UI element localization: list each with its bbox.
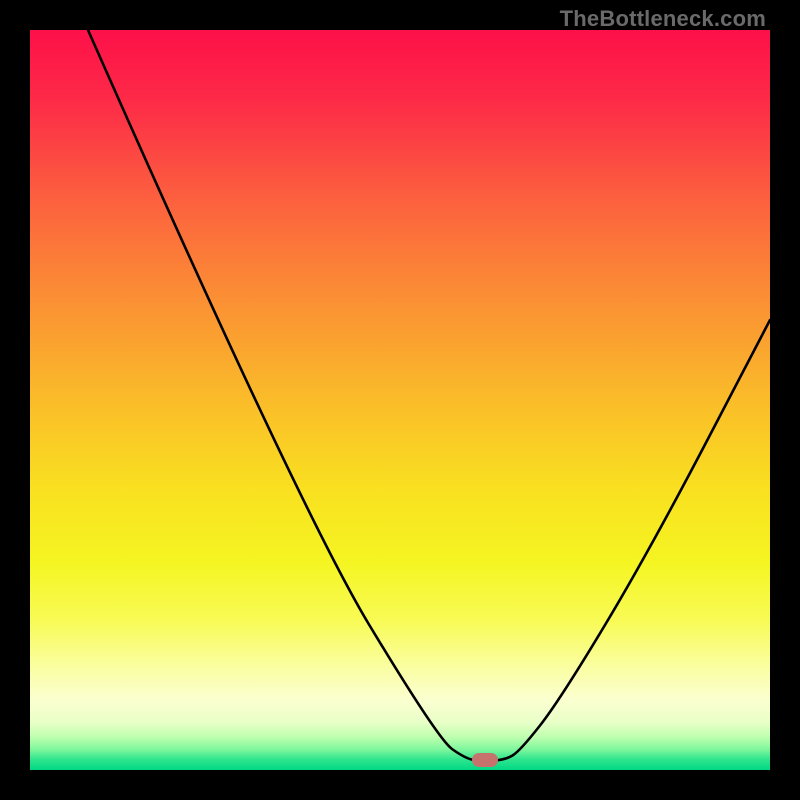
bottleneck-curve — [88, 30, 770, 761]
watermark-text: TheBottleneck.com — [560, 6, 766, 32]
chart-frame: TheBottleneck.com — [0, 0, 800, 800]
minimum-marker — [472, 753, 498, 767]
plot-area — [30, 30, 770, 770]
curve-layer — [30, 30, 770, 770]
